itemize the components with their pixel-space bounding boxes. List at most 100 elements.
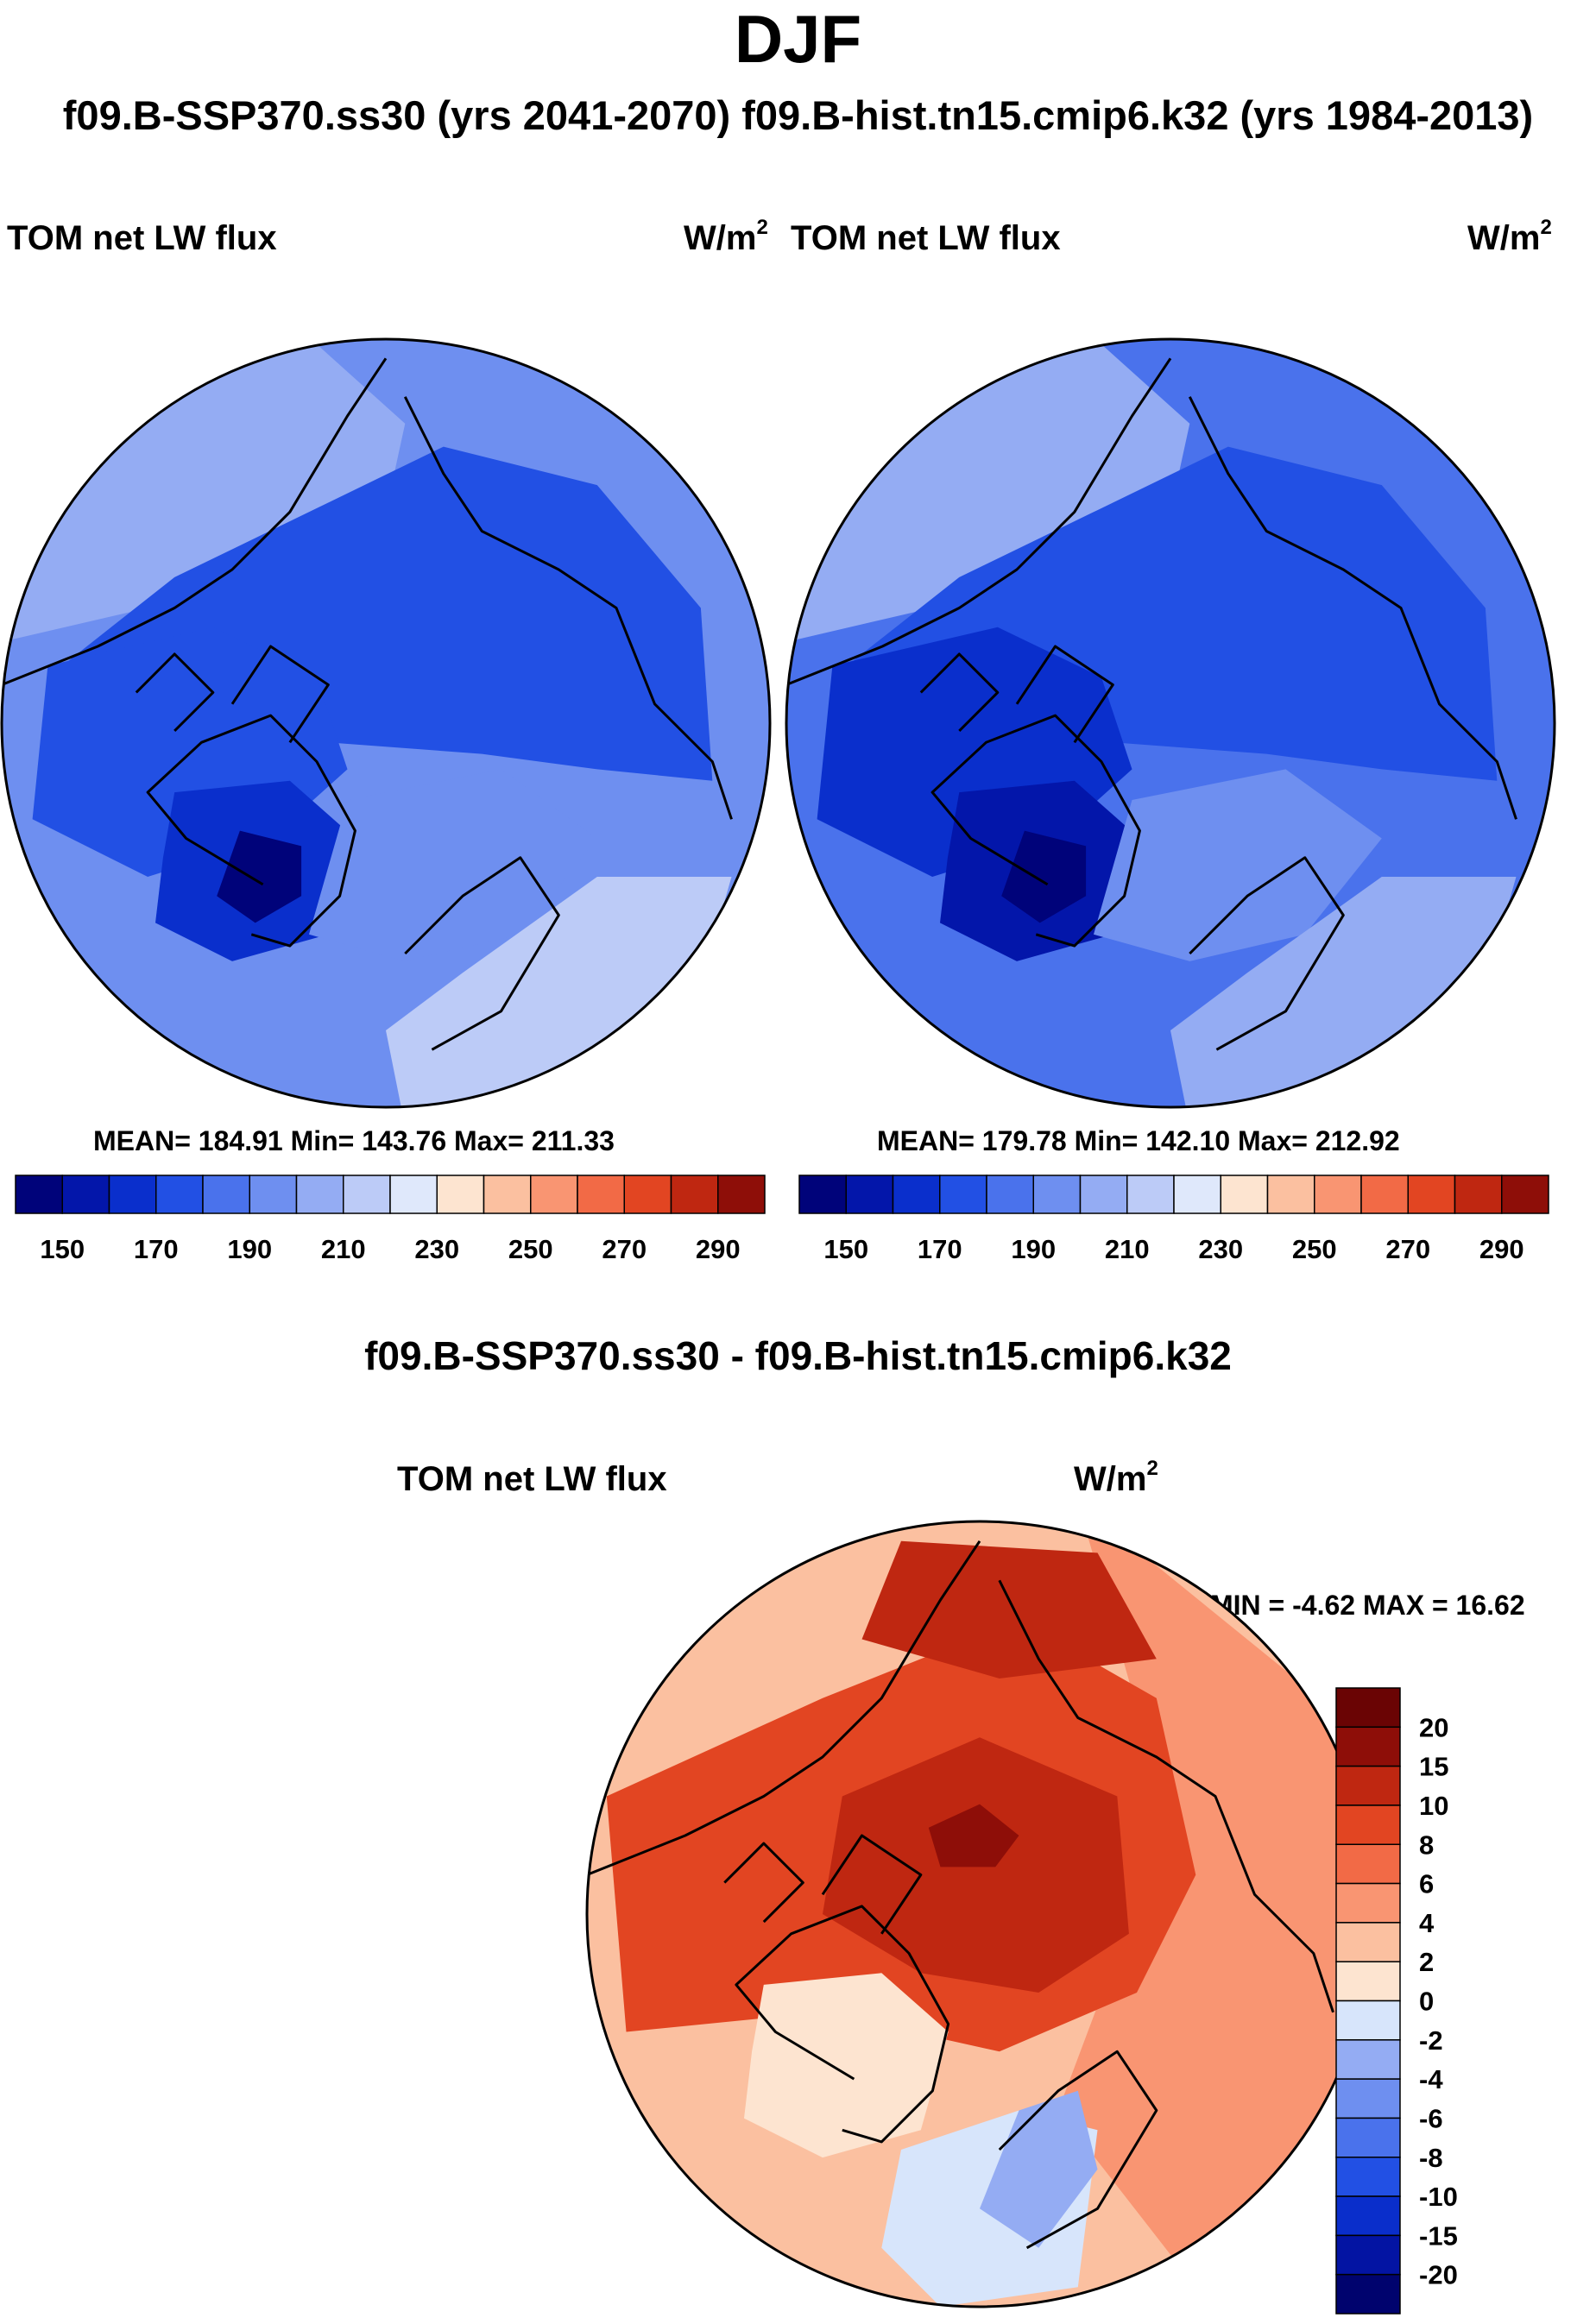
coastline-0 [146,714,356,948]
panel1-stats: MEAN= 184.91 Min= 143.76 Max= 211.33 [93,1125,615,1156]
colorbar-box [1335,2195,1401,2237]
panel1-left-title: TOM net LW flux [7,219,277,257]
coastline-1 [786,357,1172,686]
coastline-3 [998,2050,1158,2250]
colorbar-box [1501,1175,1549,1214]
colorbar-tick-label: 290 [1479,1234,1524,1264]
colorbar-box [1314,1175,1362,1214]
coastline-3 [1189,856,1345,1051]
colorbar-tick-label: 2 [1419,1947,1434,1977]
colorbar-box [1335,2117,1401,2158]
panel2-left-title: TOM net LW flux [791,219,1061,257]
colorbar-box [343,1175,391,1214]
coastline-5 [919,652,1000,732]
panel2-stats: MEAN= 179.78 Min= 142.10 Max= 212.92 [877,1125,1400,1156]
panel3-left-title: TOM net LW flux [397,1460,667,1498]
colorbar-tick-label: 270 [602,1234,647,1264]
colorbar-tick-label: -6 [1419,2103,1443,2133]
region-europe [386,877,732,1107]
colorbar-tick-label: -8 [1419,2143,1443,2173]
page-title: DJF [734,1,862,77]
colorbar-box [717,1175,766,1214]
region-greenland [940,780,1140,961]
region-greenland [744,1973,949,2158]
colorbar-box [623,1175,672,1214]
region-canadian-archipelago [817,627,1132,877]
colorbar-box [1335,1922,1401,1962]
region-background [786,339,1555,1107]
coastline-0 [930,714,1141,948]
colorbar-tick-label: 4 [1419,1908,1435,1938]
colorbar-box [295,1175,344,1214]
colorbar-box [1173,1175,1221,1214]
colorbar-box [1335,2039,1401,2080]
colorbar-box [1335,2000,1401,2041]
coastline-4 [230,645,330,744]
colorbar-tick-label: 190 [227,1234,272,1264]
colorbar-box [1335,1765,1401,1806]
coastline-1 [587,1540,981,1876]
panel1-units: W/m2 [684,216,768,257]
coastline-3 [404,856,560,1051]
colorbar-tick-label: 150 [823,1234,868,1264]
colorbar-box [577,1175,625,1214]
region-europe [1170,877,1517,1107]
colorbar-box [986,1175,1034,1214]
region-greenland-core [1001,830,1087,923]
colorbar-tick-label: -20 [1419,2260,1458,2290]
region-north-pacific [786,339,1190,646]
colorbar-box [1360,1175,1409,1214]
coastline-5 [135,652,215,732]
colorbar-box [939,1175,987,1214]
colorbar-box [61,1175,110,1214]
colorbar-box [892,1175,941,1214]
region-greenland [155,780,356,961]
colorbar-tick-label: 20 [1419,1712,1448,1742]
colorbar-tick-label: 0 [1419,1987,1434,2017]
colorbar-tick-label: 15 [1419,1752,1448,1782]
colorbar-box [1335,1843,1401,1885]
region-greenland-core [217,830,302,923]
colorbar-box [202,1175,250,1214]
region-bering-strait [861,1540,1157,1678]
colorbar-box [530,1175,578,1214]
region-canadian-archipelago [32,627,348,877]
colorbar-box [1220,1175,1269,1214]
colorbar-tick-label: -2 [1419,2025,1443,2056]
colorbar-box [1335,1882,1401,1924]
colorbar-box [1079,1175,1128,1214]
colorbar-box [1335,2234,1401,2276]
colorbar-box [1454,1175,1503,1214]
colorbar-box [1335,1726,1401,1767]
colorbar-box [1335,2273,1401,2315]
colorbar-box [1407,1175,1456,1214]
coastline-0 [735,1905,950,2144]
colorbar-tick-label: 250 [508,1234,553,1264]
colorbar-tick-label: 6 [1419,1869,1434,1899]
colorbar-tick-label: -10 [1419,2182,1458,2212]
colorbar-box [845,1175,894,1214]
region-north-atlantic [881,2110,1098,2307]
region-background [2,339,770,1107]
colorbar-tick-label: 210 [321,1234,366,1264]
coastline-1 [2,357,388,686]
colorbar-tick-label: 270 [1385,1234,1430,1264]
colorbar-tick-label: 190 [1011,1234,1056,1264]
colorbar-tick-label: 290 [696,1234,741,1264]
colorbar-tick-label: 150 [40,1234,85,1264]
colorbar-box [1032,1175,1082,1214]
colorbar-tick-label: 230 [414,1234,459,1264]
map-outline [0,337,772,1109]
region-siberia-arctic [47,446,713,781]
colorbar-box [155,1175,204,1214]
coastline-5 [723,1842,804,1924]
region-scandinavia [980,2090,1098,2248]
region-north-pacific [2,339,406,646]
colorbar-box [1335,1687,1401,1729]
region-nordic-seas [309,769,597,961]
